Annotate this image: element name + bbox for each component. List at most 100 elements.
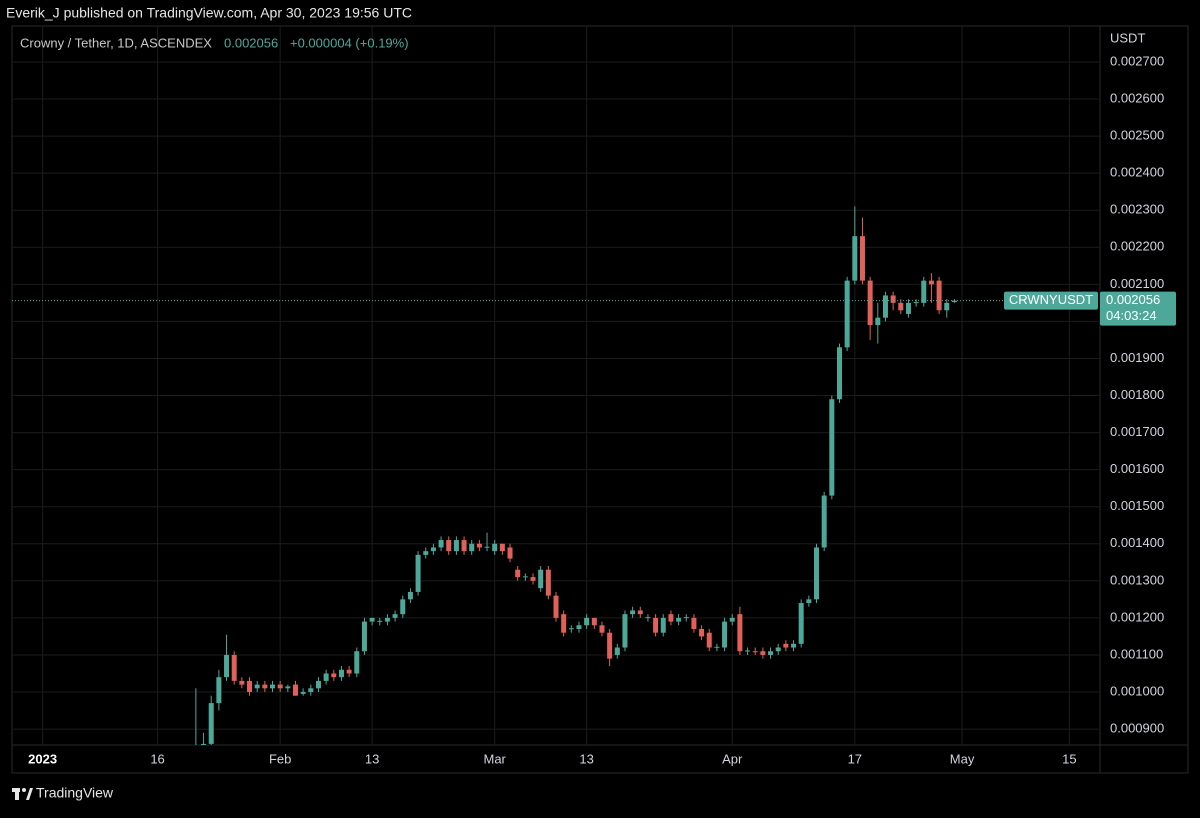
candle-body — [446, 540, 452, 552]
candle-body — [867, 280, 873, 326]
tradingview-logo — [12, 788, 33, 800]
candle-body — [338, 669, 344, 678]
candle-body — [783, 643, 789, 648]
candle-body — [545, 569, 551, 596]
candle-body — [645, 617, 651, 619]
candle-body — [208, 703, 214, 744]
y-tick-label: 0.001500 — [1110, 498, 1164, 513]
y-tick-label: 0.002200 — [1110, 239, 1164, 254]
y-tick-label: 0.001300 — [1110, 572, 1164, 587]
x-tick-label: 15 — [1062, 751, 1076, 766]
x-tick-label: Feb — [269, 751, 291, 766]
candle-body — [622, 614, 628, 648]
candle-body — [768, 651, 774, 655]
candle-body — [737, 614, 743, 652]
candle-body — [530, 577, 536, 581]
candle-body — [216, 677, 222, 704]
x-tick-label: 16 — [150, 751, 164, 766]
candle-body — [752, 651, 758, 653]
candle-body — [614, 647, 620, 655]
candle-body — [683, 617, 689, 619]
y-tick-label: 0.002500 — [1110, 128, 1164, 143]
x-tick-label: 13 — [365, 751, 379, 766]
candle-body — [898, 302, 904, 311]
candle-body — [829, 399, 835, 496]
y-tick-label: 0.002700 — [1110, 53, 1164, 68]
candle-body — [913, 302, 919, 304]
y-tick-label: 0.002600 — [1110, 90, 1164, 105]
candle-body — [461, 540, 467, 552]
candle-body — [729, 617, 735, 622]
chart-frame — [11, 25, 1189, 774]
candle-body — [201, 743, 207, 745]
x-tick-label: Apr — [722, 751, 743, 766]
y-tick-label: 0.002400 — [1110, 165, 1164, 180]
ticker-label: CRWNYUSDT — [1009, 292, 1093, 307]
legend-change: +0.000004 (+0.19%) — [290, 35, 409, 50]
candle-body — [453, 540, 459, 552]
x-tick-label: Mar — [484, 751, 507, 766]
candle-body — [262, 684, 268, 689]
candle-body — [944, 302, 950, 311]
candle-body — [270, 684, 276, 689]
candle-body — [852, 236, 858, 281]
candle-body — [821, 495, 827, 548]
candle-body — [384, 617, 390, 622]
candle-body — [691, 617, 697, 629]
price-badge-countdown: 04:03:24 — [1106, 308, 1157, 323]
x-tick-label: May — [950, 751, 975, 766]
candle-body — [377, 620, 383, 622]
candle-body — [430, 547, 436, 552]
candle-body — [568, 628, 574, 630]
y-tick-label: 0.001700 — [1110, 424, 1164, 439]
candle-body — [392, 614, 398, 618]
candle-body — [859, 236, 865, 281]
candle-body — [890, 295, 896, 303]
candle-body — [277, 684, 283, 689]
y-tick-label: 0.001400 — [1110, 535, 1164, 550]
candle-body — [354, 651, 360, 674]
candle-body — [760, 651, 766, 655]
candle-body — [668, 614, 674, 622]
y-tick-label: 0.001600 — [1110, 461, 1164, 476]
symbol-title: Crowny / Tether, 1D, ASCENDEX — [20, 35, 212, 50]
candle-body — [798, 603, 804, 644]
candle-body — [706, 632, 712, 648]
candle-body — [323, 673, 329, 681]
candle-body — [791, 643, 797, 648]
candle-body — [499, 543, 505, 552]
candle-body — [361, 621, 367, 652]
y-tick-label: 0.001100 — [1110, 646, 1163, 661]
candle-body — [254, 684, 260, 689]
candle-body — [331, 673, 337, 678]
candle-body — [369, 617, 375, 622]
candle-body — [714, 646, 720, 648]
candle-body — [476, 543, 482, 548]
candle-body — [836, 347, 842, 400]
candle-body — [247, 680, 253, 693]
candle-body — [591, 617, 597, 626]
candle-body — [928, 280, 934, 285]
y-tick-label: 0.001200 — [1110, 609, 1164, 624]
candle-body — [921, 280, 927, 303]
candle-body — [676, 617, 682, 622]
candle-body — [806, 599, 812, 604]
candle-body — [492, 543, 498, 552]
x-tick-label: 13 — [579, 751, 593, 766]
candle-body — [722, 621, 728, 648]
candle-body — [630, 610, 636, 615]
candle-body — [905, 302, 911, 314]
candle-body — [538, 569, 544, 589]
candle-body — [637, 610, 643, 615]
candle-body — [553, 595, 559, 618]
candle-body — [300, 692, 306, 694]
candle-body — [285, 686, 291, 689]
grid — [12, 26, 1100, 745]
price-badge-value: 0.002056 — [1106, 292, 1160, 307]
candle-body — [653, 617, 659, 633]
candle-body — [507, 547, 513, 559]
candle-body — [423, 551, 429, 555]
candle-body — [607, 632, 613, 659]
